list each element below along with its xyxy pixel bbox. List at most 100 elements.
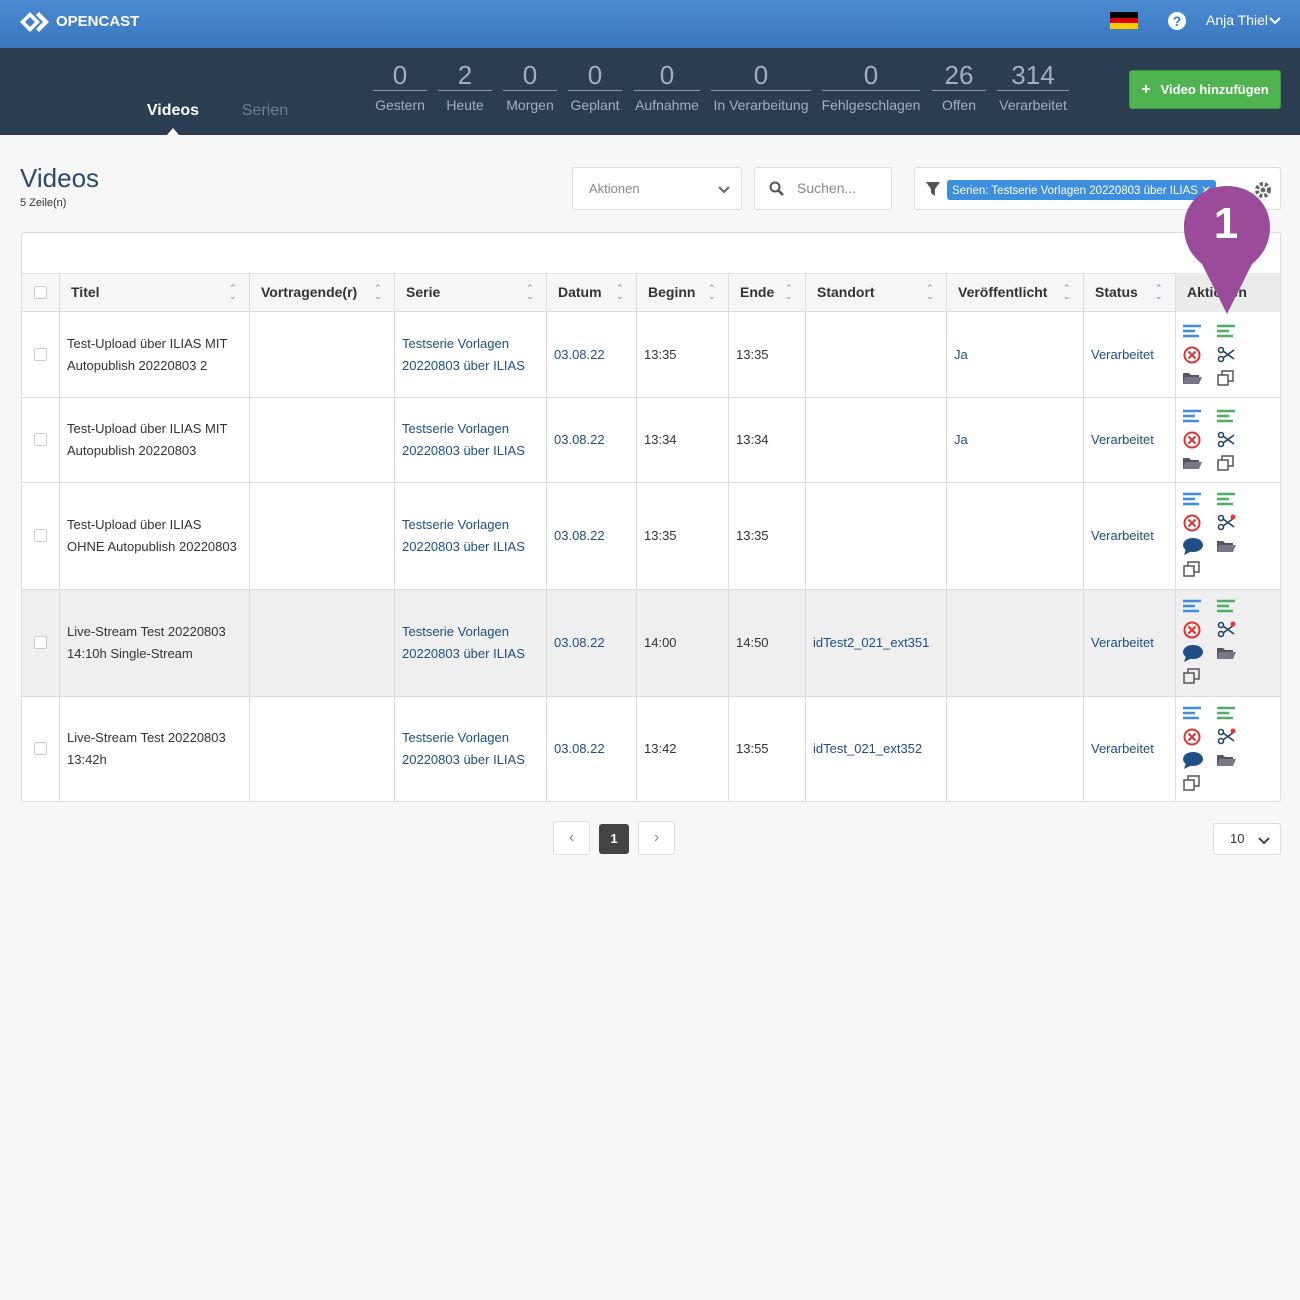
action-cut[interactable] (1217, 621, 1237, 640)
prev-page[interactable]: ‹ (553, 821, 590, 855)
action-lines[interactable] (1183, 492, 1203, 510)
cell-published[interactable]: Ja (954, 431, 968, 447)
action-cancel[interactable] (1183, 431, 1203, 450)
action-copy[interactable] (1217, 370, 1237, 388)
cell-status[interactable]: Verarbeitet (1091, 741, 1154, 756)
stat-value[interactable]: 0 (659, 60, 675, 90)
column-header[interactable]: Ende (740, 284, 775, 300)
settings-icon[interactable] (1253, 180, 1273, 200)
stat-label[interactable]: Offen (942, 97, 976, 113)
filter-badge[interactable]: Serien: Testserie Vorlagen 20220803 über… (947, 180, 1216, 200)
stat-label[interactable]: Fehlgeschlagen (821, 97, 921, 113)
sort-icon[interactable]: ⌃ ⌄ (1155, 283, 1163, 301)
next-page[interactable]: › (638, 821, 675, 855)
checkbox[interactable] (34, 635, 47, 649)
action-lines[interactable] (1217, 324, 1237, 342)
stat-label[interactable]: Aufnahme (635, 97, 699, 113)
action-lines[interactable] (1217, 599, 1237, 617)
cell-series[interactable]: Testserie Vorlagen 20220803 über ILIAS (402, 335, 525, 373)
action-cut[interactable] (1217, 346, 1237, 365)
column-header[interactable]: Veröffentlicht (958, 284, 1048, 300)
cell-location[interactable]: idTest_021_ext352 (813, 741, 923, 756)
action-folder[interactable] (1217, 645, 1237, 663)
cell-date[interactable]: 03.08.22 (554, 741, 605, 756)
checkbox[interactable] (34, 432, 47, 446)
action-copy[interactable] (1183, 668, 1203, 686)
user-menu[interactable]: Anja Thiel (1206, 12, 1269, 28)
search-input[interactable]: Suchen... (754, 167, 892, 210)
action-comment[interactable] (1183, 645, 1203, 663)
action-cancel[interactable] (1183, 621, 1203, 640)
stat-value[interactable]: 26 (944, 60, 974, 90)
sort-icon[interactable]: ⌃ ⌄ (708, 283, 716, 301)
action-copy[interactable] (1183, 775, 1203, 793)
action-folder[interactable] (1183, 370, 1203, 388)
action-cancel[interactable] (1183, 728, 1203, 747)
action-folder[interactable] (1217, 538, 1237, 556)
action-copy[interactable] (1183, 561, 1203, 579)
sort-icon[interactable]: ⌃ ⌄ (526, 283, 534, 301)
cell-published[interactable]: Ja (954, 346, 968, 362)
action-lines[interactable] (1183, 409, 1203, 427)
column-header[interactable]: Datum (558, 284, 602, 300)
cell-location[interactable]: idTest2_021_ext351 (813, 634, 930, 650)
action-comment[interactable] (1183, 538, 1203, 556)
action-cut[interactable] (1217, 431, 1237, 450)
column-header[interactable]: Titel (71, 284, 100, 300)
cell-date[interactable]: 03.08.22 (554, 431, 605, 447)
cell-status[interactable]: Verarbeitet (1091, 634, 1154, 650)
filter-icon[interactable] (925, 181, 941, 197)
cell-date[interactable]: 03.08.22 (554, 346, 605, 362)
page-size[interactable]: 10 (1213, 823, 1281, 855)
action-lines[interactable] (1217, 409, 1237, 427)
cell-series[interactable]: Testserie Vorlagen 20220803 über ILIAS (402, 730, 525, 767)
actions-dropdown[interactable]: Aktionen (572, 167, 742, 210)
cell-status[interactable]: Verarbeitet (1091, 346, 1154, 362)
language-flag[interactable] (1110, 12, 1138, 29)
action-cancel[interactable] (1183, 346, 1203, 365)
cell-status[interactable]: Verarbeitet (1091, 527, 1154, 543)
action-folder[interactable] (1217, 752, 1237, 770)
stat-label[interactable]: Gestern (375, 97, 425, 113)
help-icon[interactable]: ? (1167, 11, 1187, 31)
cell-series[interactable]: Testserie Vorlagen 20220803 über ILIAS (402, 516, 525, 554)
cell-status[interactable]: Verarbeitet (1091, 431, 1154, 447)
cell-date[interactable]: 03.08.22 (554, 527, 605, 543)
sort-icon[interactable]: ⌃ ⌄ (374, 283, 382, 301)
sort-icon[interactable]: ⌃ ⌄ (926, 283, 934, 301)
stat-value[interactable]: 0 (522, 60, 538, 90)
action-folder[interactable] (1183, 455, 1203, 473)
sort-icon[interactable]: ⌃ ⌄ (785, 283, 793, 301)
action-lines[interactable] (1217, 492, 1237, 510)
add-video-button[interactable]: + Video hinzufügen (1129, 70, 1281, 109)
stat-label[interactable]: In Verarbeitung (713, 97, 809, 113)
stat-label[interactable]: Geplant (570, 97, 620, 113)
sort-icon[interactable]: ⌃ ⌄ (1063, 283, 1071, 301)
cell-series[interactable]: Testserie Vorlagen 20220803 über ILIAS (402, 420, 525, 458)
stat-label[interactable]: Verarbeitet (999, 97, 1067, 113)
action-lines[interactable] (1183, 324, 1203, 342)
stat-value[interactable]: 2 (457, 60, 473, 90)
stat-value[interactable]: 0 (753, 60, 769, 90)
stat-label[interactable]: Heute (446, 97, 484, 113)
tab-serien[interactable]: Serien (241, 102, 289, 119)
action-cancel[interactable] (1183, 514, 1203, 533)
action-lines[interactable] (1217, 706, 1237, 724)
column-header[interactable]: Vortragende(r) (261, 284, 358, 300)
action-lines[interactable] (1183, 599, 1203, 617)
stat-value[interactable]: 0 (863, 60, 879, 90)
column-header[interactable]: Status (1095, 284, 1138, 300)
stat-value[interactable]: 0 (392, 60, 408, 90)
action-copy[interactable] (1217, 455, 1237, 473)
column-header[interactable]: Serie (406, 284, 441, 300)
action-cut[interactable] (1217, 514, 1237, 533)
user-chevron[interactable] (1268, 16, 1282, 26)
checkbox[interactable] (34, 286, 47, 299)
current-page[interactable]: 1 (599, 824, 629, 854)
action-cut[interactable] (1217, 728, 1237, 747)
logo[interactable] (20, 10, 50, 34)
sort-icon[interactable]: ⌃ ⌄ (616, 283, 624, 301)
stat-value[interactable]: 314 (1011, 60, 1055, 90)
column-header[interactable]: Standort (817, 284, 875, 300)
column-header[interactable]: Beginn (648, 284, 696, 300)
